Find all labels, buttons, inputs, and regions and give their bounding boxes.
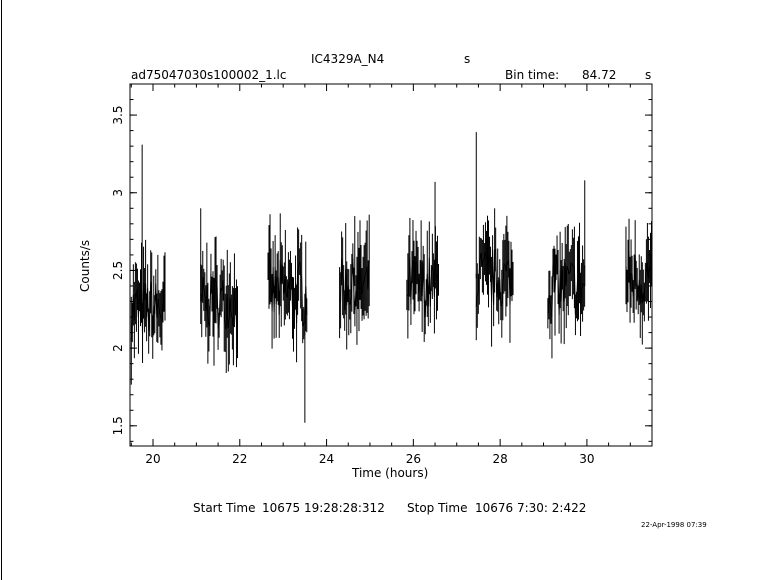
x-tick-label: 24 xyxy=(319,452,334,466)
data-layer xyxy=(130,132,653,423)
x-tick-label: 28 xyxy=(492,452,507,466)
left-border xyxy=(1,0,2,580)
y-tick-label: 2 xyxy=(111,344,125,352)
source-name: IC4329A_N4 xyxy=(311,52,385,66)
x-axis-label: Time (hours) xyxy=(352,466,429,480)
y-tick-label: 1.5 xyxy=(111,416,125,435)
stop-time-label: Stop Time xyxy=(407,501,468,515)
bin-time-unit: s xyxy=(645,68,652,82)
axes-layer: 20 22 24 26 28 30 1.5 2 2.5 3 3.5 xyxy=(111,83,653,466)
start-time-label: Start Time xyxy=(193,501,256,515)
start-time-value: 10675 19:28:28:312 xyxy=(262,501,385,515)
print-date: 22-Apr-1998 07:39 xyxy=(641,521,707,529)
x-tick-label: 22 xyxy=(232,452,247,466)
bin-time-label: Bin time: xyxy=(505,68,560,82)
file-name: ad75047030s100002_1.lc xyxy=(131,68,287,82)
y-axis-label: Counts/s xyxy=(78,239,92,292)
x-tick-label: 30 xyxy=(579,452,594,466)
x-tick-label: 20 xyxy=(145,452,160,466)
y-tick-label: 2.5 xyxy=(111,261,125,280)
y-tick-label: 3.5 xyxy=(111,106,125,125)
stop-time-value: 10676 7:30: 2:422 xyxy=(475,501,587,515)
source-unit: s xyxy=(464,52,471,66)
x-tick-label: 26 xyxy=(406,452,421,466)
y-tick-label: 3 xyxy=(111,189,125,197)
plot-frame xyxy=(129,83,653,447)
bin-time-value: 84.72 xyxy=(582,68,617,82)
